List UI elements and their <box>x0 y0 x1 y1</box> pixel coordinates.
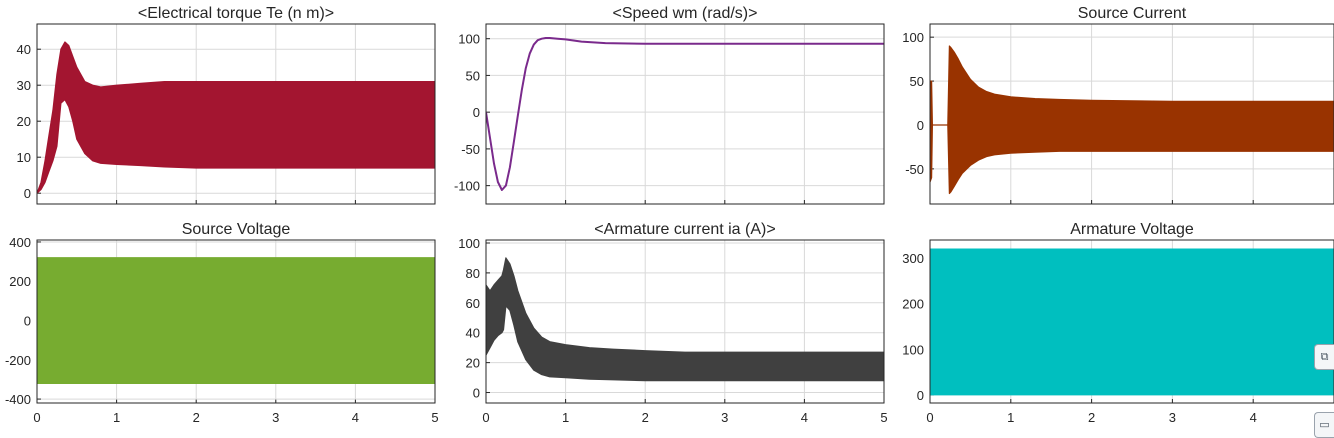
y-tick-label: 30 <box>17 78 31 93</box>
y-tick-label: 100 <box>902 342 924 357</box>
plot-source_voltage: Source Voltage 0 1 2 3 4 5 -400 -200 0 200 400 <box>5 221 439 425</box>
y-tick-label: -200 <box>5 353 31 368</box>
y-tick-label: 0 <box>917 118 924 133</box>
window-icon[interactable]: ▭ <box>1314 412 1334 438</box>
chart-title: Armature Voltage <box>1070 221 1194 238</box>
x-tick-label: 2 <box>642 410 649 425</box>
plot-frame <box>36 239 436 404</box>
series-envelope <box>930 45 1334 195</box>
series-envelope <box>37 41 435 194</box>
x-tick-label: 4 <box>352 410 359 425</box>
x-tick-label: 3 <box>721 410 728 425</box>
y-tick-label: 0 <box>24 314 31 329</box>
plot-torque: <Electrical torque Te (n m)> 0 10 20 30 40 <box>17 5 436 205</box>
y-tick-label: 100 <box>902 30 924 45</box>
x-tick-label: 2 <box>1088 410 1095 425</box>
x-tick-label: 3 <box>272 410 279 425</box>
plot-frame <box>36 23 436 205</box>
plot-frame <box>929 239 1334 404</box>
plot-area <box>486 24 884 204</box>
y-tick-label: 200 <box>9 274 31 289</box>
chart-title: Source Current <box>1078 5 1187 22</box>
plot-frame <box>485 23 885 205</box>
series-envelope <box>37 257 435 384</box>
x-tick-label: 4 <box>1250 410 1257 425</box>
y-tick-label: 400 <box>9 235 31 250</box>
x-tick-label: 0 <box>926 410 933 425</box>
x-tick-label: 3 <box>1169 410 1176 425</box>
chart-title: <Speed wm (rad/s)> <box>613 5 758 22</box>
y-tick-label: 300 <box>902 251 924 266</box>
x-tick-label: 4 <box>801 410 808 425</box>
y-tick-label: 80 <box>466 266 480 281</box>
copy-icon[interactable]: ⧉ <box>1314 344 1334 370</box>
series-line <box>486 37 884 191</box>
y-tick-label: -50 <box>461 142 480 157</box>
series-envelope <box>486 257 884 382</box>
chart-title: <Armature current ia (A)> <box>594 221 775 238</box>
chart-title: Source Voltage <box>182 221 291 238</box>
x-tick-label: 0 <box>33 410 40 425</box>
plot-speed: <Speed wm (rad/s)> -100 -50 0 50 100 <box>454 5 885 205</box>
plot-armature_current: <Armature current ia (A)> 0 1 2 3 4 5 0 20 40 60 80… <box>458 221 887 425</box>
y-tick-label: 50 <box>466 68 480 83</box>
x-tick-label: 5 <box>431 410 438 425</box>
y-tick-label: 20 <box>466 356 480 371</box>
x-tick-label: 1 <box>113 410 120 425</box>
y-tick-label: 100 <box>458 32 480 47</box>
plot-source_current: Source Current -50 0 50 100 <box>902 5 1334 205</box>
y-tick-label: 100 <box>458 236 480 251</box>
y-tick-label: 0 <box>24 186 31 201</box>
chart-title: <Electrical torque Te (n m)> <box>138 5 334 22</box>
y-tick-label: 50 <box>910 74 924 89</box>
x-tick-label: 1 <box>562 410 569 425</box>
y-tick-label: -50 <box>905 162 924 177</box>
y-tick-label: -400 <box>5 392 31 407</box>
x-tick-label: 1 <box>1007 410 1014 425</box>
x-tick-label: 0 <box>482 410 489 425</box>
y-tick-label: 60 <box>466 296 480 311</box>
y-tick-label: -100 <box>454 179 480 194</box>
series-envelope <box>930 248 1334 396</box>
y-tick-label: 0 <box>473 105 480 120</box>
y-tick-label: 40 <box>17 42 31 57</box>
y-tick-label: 40 <box>466 326 480 341</box>
plot-frame <box>929 23 1334 205</box>
y-tick-label: 10 <box>17 150 31 165</box>
x-tick-label: 2 <box>193 410 200 425</box>
plot-armature_voltage: Armature Voltage0123450100200300 <box>902 221 1334 425</box>
y-tick-label: 0 <box>473 386 480 401</box>
y-tick-label: 200 <box>902 297 924 312</box>
y-tick-label: 0 <box>917 388 924 403</box>
y-tick-label: 20 <box>17 114 31 129</box>
x-tick-label: 5 <box>880 410 887 425</box>
plot-frame <box>485 239 885 404</box>
